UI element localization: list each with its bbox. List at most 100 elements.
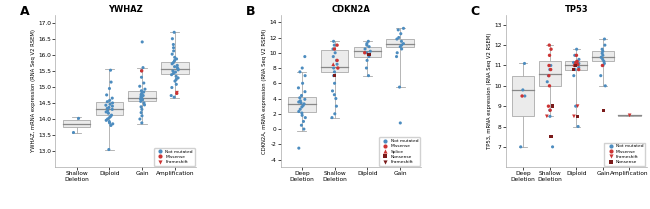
Point [572, 115, 582, 118]
Point [137, 40, 148, 44]
Point [360, 47, 370, 51]
Point [294, 70, 305, 74]
Point [625, 114, 635, 117]
Title: CDKN2A: CDKN2A [332, 5, 370, 14]
Point [299, 102, 309, 106]
Point [172, 66, 183, 69]
Point [170, 79, 180, 83]
Point [171, 75, 181, 78]
Point [600, 43, 610, 47]
Title: TP53: TP53 [564, 5, 588, 14]
Legend: Not mutated, Missense, Frameshift, Nonsense: Not mutated, Missense, Frameshift, Nonse… [604, 143, 645, 166]
Point [136, 105, 146, 108]
Point [135, 100, 146, 103]
Point [573, 63, 583, 66]
Point [364, 45, 374, 48]
Point [543, 104, 554, 108]
Bar [63, 120, 90, 127]
Point [544, 54, 554, 57]
Point [396, 40, 407, 43]
Legend: Not mutated, Missense, Frameshift: Not mutated, Missense, Frameshift [154, 148, 195, 166]
Point [103, 109, 113, 112]
Point [570, 64, 580, 67]
Point [573, 66, 584, 69]
Point [573, 68, 584, 71]
Point [569, 64, 580, 67]
Point [138, 94, 148, 97]
Point [571, 63, 581, 66]
Point [573, 104, 583, 108]
Point [569, 74, 579, 77]
Point [545, 108, 555, 112]
Point [515, 145, 526, 149]
Point [172, 57, 182, 61]
Point [136, 114, 147, 117]
Point [295, 108, 306, 111]
Point [135, 85, 145, 88]
Point [328, 74, 339, 77]
Point [171, 83, 181, 86]
Point [101, 93, 112, 97]
Point [541, 115, 552, 118]
Point [363, 74, 374, 77]
Point [599, 62, 610, 65]
Point [546, 135, 556, 138]
Point [107, 113, 117, 117]
Point [293, 86, 304, 89]
Point [597, 54, 608, 57]
Bar [386, 39, 414, 47]
Point [107, 108, 118, 111]
Point [568, 61, 578, 64]
Point [328, 55, 339, 58]
Point [170, 56, 180, 59]
Point [329, 93, 339, 96]
Bar [592, 51, 614, 61]
Bar [354, 47, 381, 57]
Y-axis label: CDKN2A, mRNA expression (RNA Seq V2 RSEM): CDKN2A, mRNA expression (RNA Seq V2 RSEM… [262, 28, 267, 154]
Point [361, 51, 372, 54]
Point [169, 96, 179, 99]
Point [138, 81, 149, 85]
Point [597, 50, 608, 53]
Point [571, 47, 582, 51]
Point [300, 116, 311, 119]
Point [171, 78, 181, 81]
Point [294, 100, 304, 104]
Point [393, 36, 404, 39]
Point [295, 99, 306, 102]
Point [329, 47, 339, 51]
Point [544, 84, 554, 88]
Point [105, 115, 116, 118]
Point [296, 111, 307, 115]
Point [169, 31, 179, 34]
Point [300, 98, 310, 101]
Bar [618, 115, 641, 116]
Point [139, 103, 150, 107]
Point [294, 147, 304, 150]
Point [106, 124, 116, 127]
Point [328, 62, 339, 66]
Point [135, 97, 146, 101]
Point [545, 68, 556, 71]
Point [545, 115, 555, 118]
Point [519, 62, 530, 65]
Point [333, 66, 343, 70]
Text: A: A [20, 5, 30, 18]
Point [597, 64, 608, 67]
Y-axis label: TP53, mRNA expression (RNA Seq V2 RSEM): TP53, mRNA expression (RNA Seq V2 RSEM) [488, 33, 492, 149]
Point [569, 68, 579, 71]
Point [138, 90, 149, 94]
Point [543, 74, 554, 77]
Point [166, 73, 177, 76]
Point [136, 93, 146, 96]
Point [547, 145, 558, 149]
Point [571, 62, 581, 65]
Point [545, 68, 555, 71]
Point [392, 51, 402, 54]
Bar [539, 61, 561, 86]
Point [396, 47, 407, 51]
Point [136, 69, 147, 73]
Point [398, 42, 409, 45]
Point [398, 27, 409, 30]
Y-axis label: YWHAZ, mRNA expression (RNA Seq V2 RSEM): YWHAZ, mRNA expression (RNA Seq V2 RSEM) [31, 29, 36, 152]
